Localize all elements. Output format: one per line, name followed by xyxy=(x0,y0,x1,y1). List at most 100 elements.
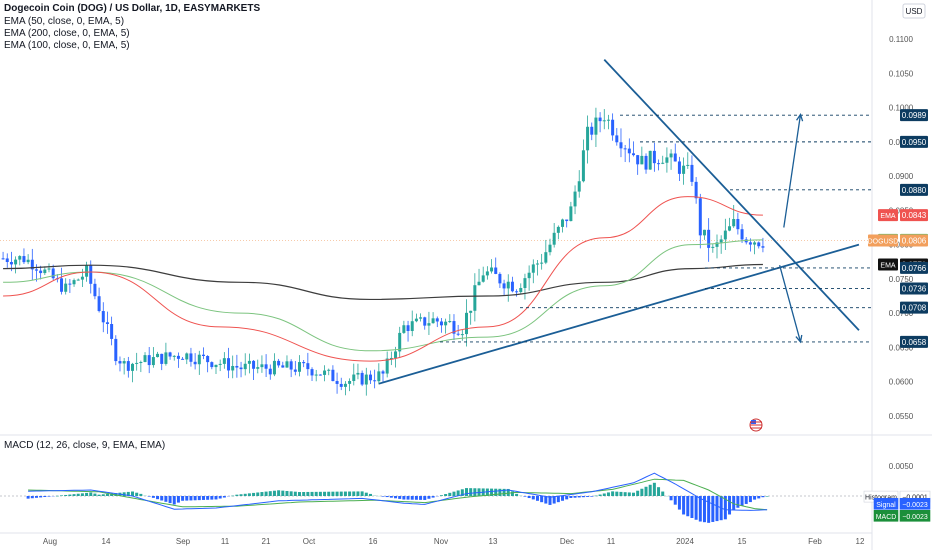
candle-body xyxy=(398,332,402,352)
macd-value-bg xyxy=(899,497,931,510)
candle-body xyxy=(439,321,443,326)
candle-body xyxy=(385,358,389,374)
histogram-bar xyxy=(122,492,126,496)
candle-body xyxy=(615,135,619,143)
candle-body xyxy=(669,153,673,158)
histogram-bar xyxy=(126,491,130,496)
candle-body xyxy=(252,360,256,369)
time-tick-label: 12 xyxy=(856,537,865,546)
candle-body xyxy=(373,380,377,382)
candle xyxy=(189,347,193,367)
candle xyxy=(168,351,172,360)
level-label-bg xyxy=(900,301,928,314)
candle-body xyxy=(690,164,694,182)
candle xyxy=(707,218,711,262)
price-tick-label: 0.1000 xyxy=(889,104,914,113)
candle xyxy=(644,153,648,174)
histogram-bar xyxy=(402,496,406,500)
candle-body xyxy=(227,358,231,371)
time-tick-label: Aug xyxy=(43,537,57,546)
candle xyxy=(201,347,205,360)
candle xyxy=(193,353,197,370)
candle-body xyxy=(598,117,602,122)
time-tick-label: 15 xyxy=(738,537,747,546)
series-value-bg xyxy=(900,234,928,247)
histogram-bar xyxy=(218,496,222,499)
ema100-legend: EMA (100, close, 0, EMA, 5) xyxy=(4,40,130,51)
level-price-label: 0.0736 xyxy=(900,282,928,295)
candle xyxy=(535,259,539,276)
histogram-bar xyxy=(686,496,690,517)
candle xyxy=(402,320,406,334)
histogram-bar xyxy=(227,496,231,497)
candle-body xyxy=(176,355,180,359)
ema50-price-label: EMA 0.0843 xyxy=(878,209,928,222)
candle-body xyxy=(14,259,18,265)
histogram-bar xyxy=(47,496,51,497)
candle-body xyxy=(677,161,681,174)
candle-body xyxy=(740,229,744,240)
candle xyxy=(602,109,606,130)
histogram-bar xyxy=(540,496,544,503)
candle-body xyxy=(452,321,456,334)
candle-body xyxy=(565,219,569,222)
histogram-bar xyxy=(89,492,93,496)
histogram-bar xyxy=(185,496,189,501)
candle-body xyxy=(131,363,134,371)
candle-body xyxy=(556,226,560,233)
candle xyxy=(210,361,214,370)
histogram-bar xyxy=(43,496,47,498)
histogram-bar xyxy=(26,496,30,499)
histogram-bar xyxy=(68,494,72,496)
candle xyxy=(105,311,109,334)
level-label-bg xyxy=(900,261,928,274)
candle xyxy=(506,274,510,302)
candle-body xyxy=(218,363,222,365)
histogram-bar xyxy=(431,496,435,498)
histogram-bar xyxy=(648,484,652,496)
histogram-bar xyxy=(748,496,752,503)
candle xyxy=(419,313,423,322)
histogram-bar xyxy=(636,490,640,496)
candle xyxy=(181,356,185,360)
candle-body xyxy=(110,324,114,339)
candle-body xyxy=(93,283,97,297)
candle xyxy=(22,248,26,264)
candle-body xyxy=(318,374,322,376)
histogram-bar xyxy=(652,482,656,496)
candle-body xyxy=(748,242,752,245)
candle xyxy=(147,346,151,374)
candle xyxy=(64,278,68,295)
histogram-bar xyxy=(314,491,318,496)
histogram-bar xyxy=(176,496,180,503)
histogram-bar xyxy=(677,496,681,510)
candle-body xyxy=(728,226,732,231)
histogram-bar xyxy=(619,491,623,496)
histogram-bar xyxy=(327,491,331,496)
candle-body xyxy=(368,374,372,381)
candle xyxy=(343,381,347,396)
candle-body xyxy=(151,357,155,366)
histogram-bar xyxy=(260,492,264,496)
candle-body xyxy=(523,278,527,289)
candle-body xyxy=(118,361,122,364)
candle xyxy=(364,367,368,396)
histogram-bar xyxy=(690,496,694,518)
candle-body xyxy=(419,317,423,319)
candle-body xyxy=(594,117,598,135)
histogram-bar xyxy=(268,491,272,496)
candle-body xyxy=(665,157,669,163)
candle xyxy=(431,312,435,324)
level-label-text: 0.0736 xyxy=(902,284,927,293)
candle xyxy=(277,358,281,368)
candle-body xyxy=(711,246,715,248)
histogram-bar xyxy=(711,496,715,522)
candle-body xyxy=(481,275,485,282)
candle-body xyxy=(18,256,22,260)
candle xyxy=(736,212,740,235)
candle-body xyxy=(335,381,339,384)
candle-body xyxy=(64,283,68,292)
candle xyxy=(573,185,577,215)
candle-body xyxy=(460,334,464,336)
